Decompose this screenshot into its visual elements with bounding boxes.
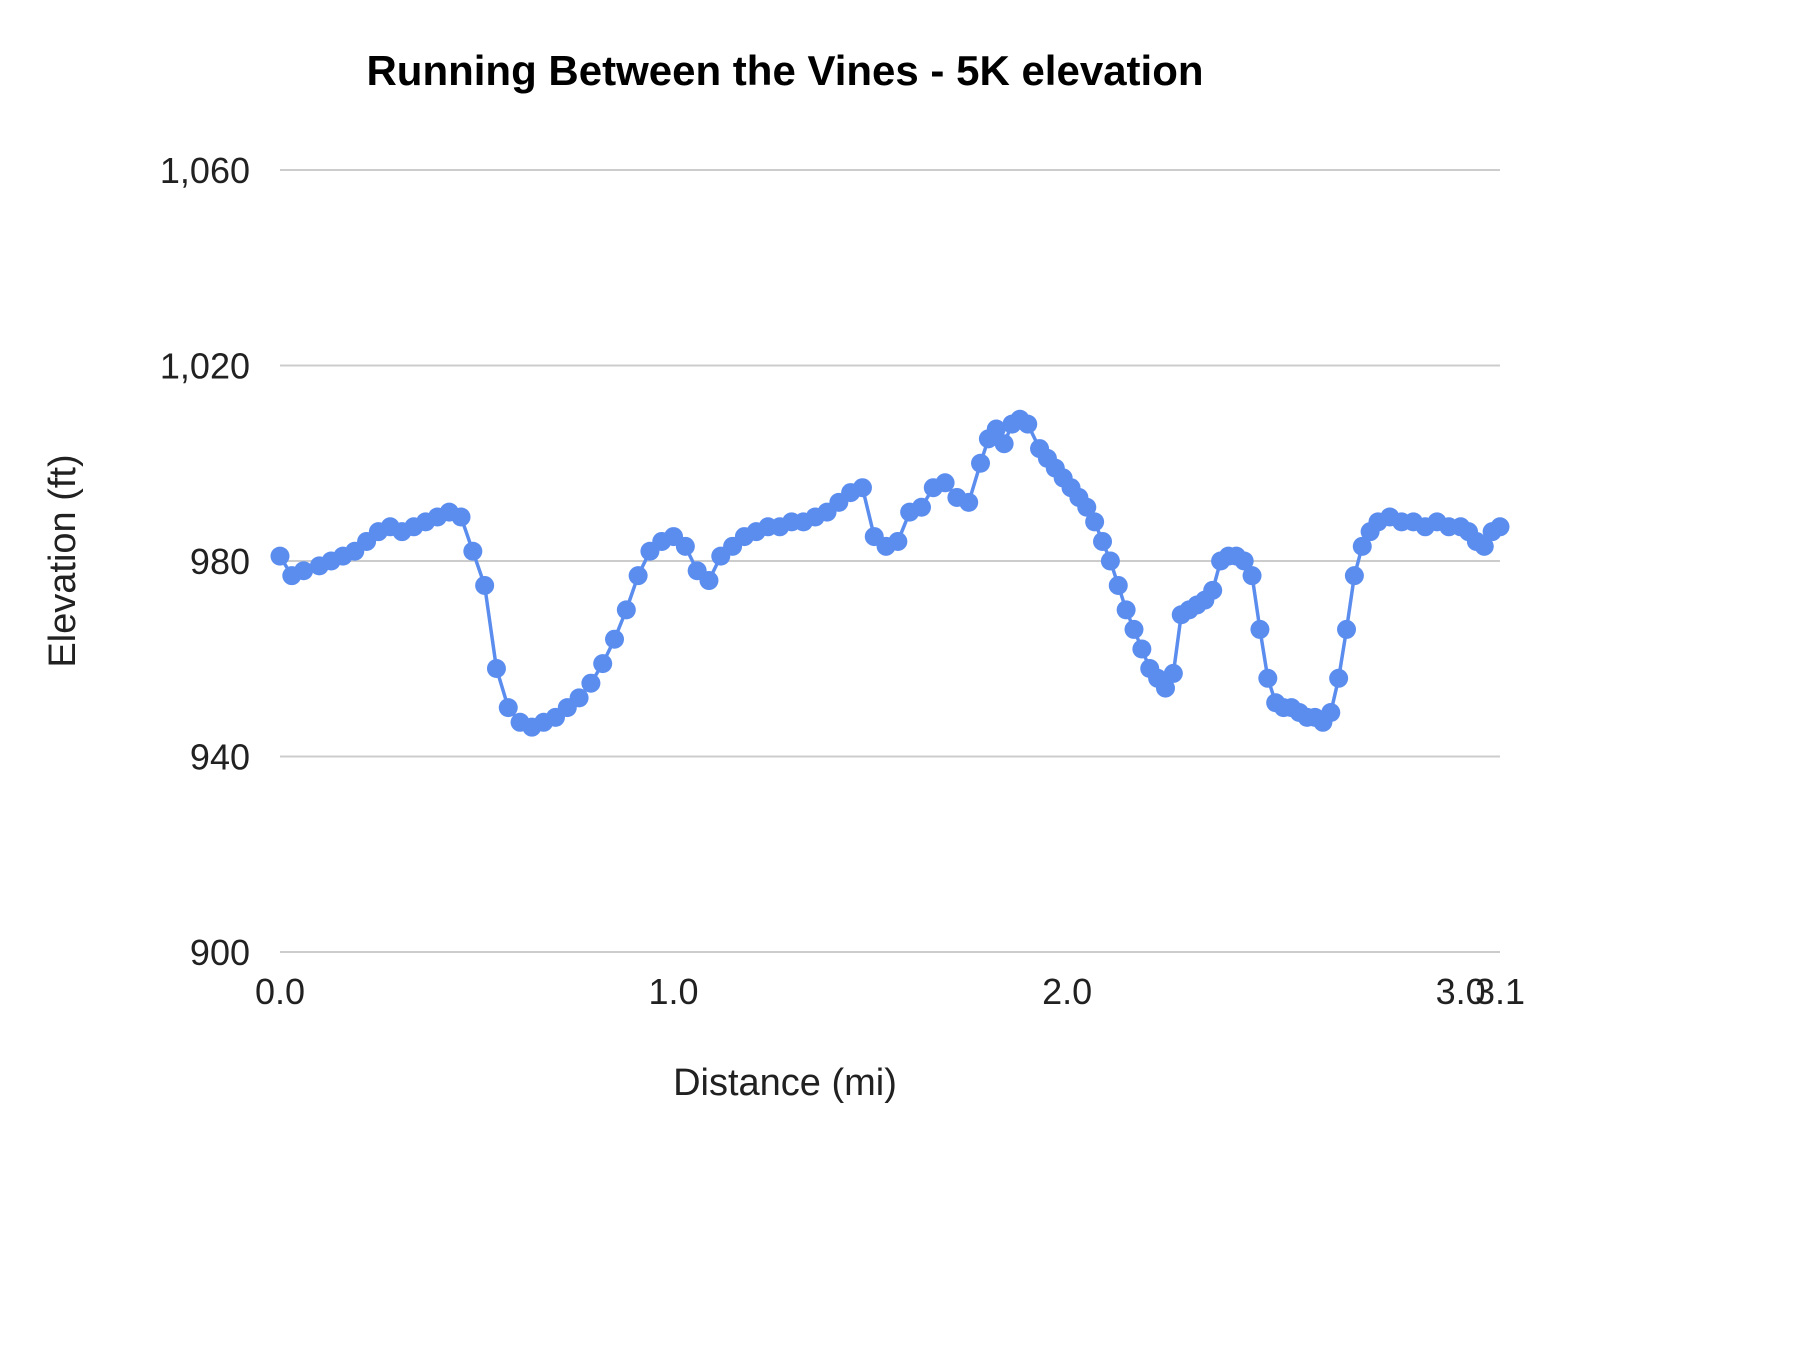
- x-tick-label: 1.0: [649, 971, 699, 1012]
- data-point: [581, 673, 601, 693]
- data-point: [1490, 517, 1510, 537]
- data-point: [1085, 512, 1105, 532]
- y-tick-label: 1,020: [160, 346, 250, 387]
- gridlines: [280, 169, 1500, 953]
- data-point: [1124, 619, 1144, 639]
- data-point: [1163, 663, 1183, 683]
- y-axis-tick-labels: 900 940 980 1,020 1,060: [160, 150, 250, 973]
- data-point: [1258, 668, 1278, 688]
- data-point: [994, 434, 1014, 454]
- data-point: [1250, 619, 1270, 639]
- y-tick-label: 940: [190, 737, 250, 778]
- y-axis-title: Elevation (ft): [42, 454, 84, 667]
- data-point: [959, 492, 979, 512]
- data-point: [569, 688, 589, 708]
- data-point: [971, 453, 991, 473]
- data-point: [1337, 619, 1357, 639]
- data-point: [888, 531, 908, 551]
- data-point: [294, 561, 314, 581]
- data-point: [605, 629, 625, 649]
- data-point: [1108, 575, 1128, 595]
- x-axis-title: Distance (mi): [673, 1062, 897, 1104]
- data-point: [1093, 531, 1113, 551]
- data-point: [1474, 536, 1494, 556]
- data-point: [1203, 580, 1223, 600]
- data-point: [270, 546, 290, 566]
- data-point: [463, 541, 483, 561]
- data-point: [486, 659, 506, 679]
- elevation-line: [278, 417, 1502, 729]
- data-point: [1344, 566, 1364, 586]
- data-point: [593, 654, 613, 674]
- data-point: [1321, 703, 1341, 723]
- y-tick-label: 900: [190, 932, 250, 973]
- data-point: [1018, 414, 1038, 434]
- data-point: [911, 497, 931, 517]
- data-point: [852, 478, 872, 498]
- data-point: [1234, 551, 1254, 571]
- data-point: [475, 575, 495, 595]
- data-point: [451, 507, 471, 527]
- data-point: [616, 600, 636, 620]
- y-tick-label: 980: [190, 541, 250, 582]
- data-point: [1242, 566, 1262, 586]
- data-point: [1100, 551, 1120, 571]
- y-tick-label: 1,060: [160, 150, 250, 191]
- data-point: [935, 473, 955, 493]
- x-tick-label: 3.1: [1475, 971, 1525, 1012]
- x-tick-label: 0.0: [255, 971, 305, 1012]
- data-point: [986, 419, 1006, 439]
- data-point: [628, 566, 648, 586]
- x-tick-label: 3.0: [1436, 971, 1486, 1012]
- data-point: [1116, 600, 1136, 620]
- data-point: [1352, 536, 1372, 556]
- data-point: [1132, 639, 1152, 659]
- chart-title: Running Between the Vines - 5K elevation: [366, 47, 1203, 94]
- data-point: [1329, 668, 1349, 688]
- data-point: [1077, 497, 1097, 517]
- data-point: [675, 536, 695, 556]
- x-tick-label: 2.0: [1042, 971, 1092, 1012]
- data-point: [699, 571, 719, 591]
- data-point: [498, 698, 518, 718]
- data-point: [1155, 678, 1175, 698]
- x-axis-tick-labels: 0.0 1.0 2.0 3.03.1: [255, 971, 1525, 1012]
- elevation-series: [270, 409, 1510, 737]
